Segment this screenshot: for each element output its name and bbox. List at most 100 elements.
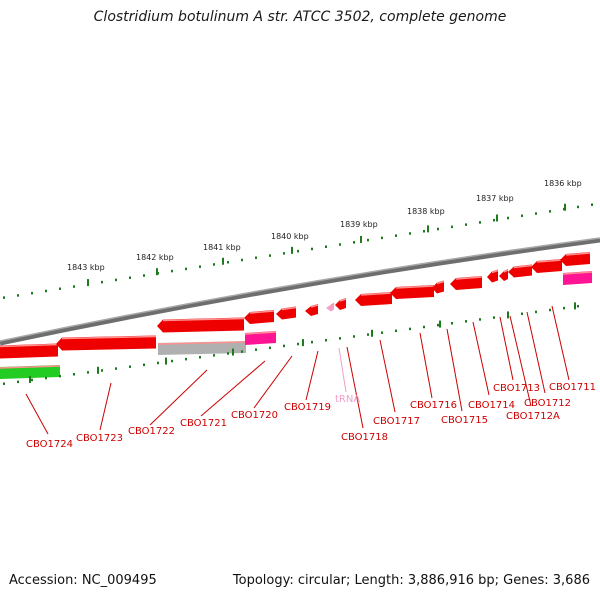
minor-tick [255, 348, 257, 351]
major-tick [507, 311, 509, 319]
major-tick [232, 348, 234, 356]
minor-tick [451, 225, 453, 229]
scale-label: 1842 kbp [136, 253, 174, 262]
gene-cbo1718 [335, 298, 347, 310]
major-tick [564, 203, 566, 211]
minor-tick [367, 333, 369, 336]
minor-tick [297, 342, 299, 346]
minor-tick [395, 329, 397, 333]
minor-tick [31, 378, 33, 382]
minor-tick [521, 214, 523, 218]
minor-tick [3, 382, 5, 385]
scale-label: 1840 kbp [271, 232, 309, 241]
minor-tick [101, 369, 103, 372]
accession-text: Accession: NC_009495 [9, 573, 157, 588]
scale-label: 1837 kbp [476, 194, 514, 203]
minor-tick [269, 346, 271, 350]
minor-tick [325, 245, 327, 248]
minor-tick [339, 243, 341, 246]
gene-cbo1722 [157, 317, 245, 333]
major-tick [427, 225, 429, 233]
leader-line [499, 316, 514, 381]
gene-cbo1719 [305, 304, 319, 316]
gene-label: CBO1718 [341, 432, 388, 443]
major-tick [360, 235, 362, 243]
leader-line [346, 346, 364, 429]
scale-label: 1838 kbp [407, 207, 445, 216]
gene-cbo1715 [432, 280, 445, 294]
minor-tick [73, 373, 75, 376]
major-tick [371, 329, 373, 337]
minor-tick [465, 320, 467, 323]
minor-tick [101, 280, 103, 284]
leader-line [551, 305, 570, 381]
minor-tick [185, 267, 187, 271]
minor-tick [143, 363, 145, 367]
minor-tick [311, 340, 313, 344]
minor-tick [479, 318, 481, 321]
minor-tick [451, 321, 453, 325]
minor-tick [283, 344, 285, 348]
backbone-line [0, 237, 600, 346]
minor-tick [507, 216, 509, 220]
minor-tick [87, 371, 89, 374]
major-tick [574, 302, 576, 310]
minor-tick [591, 203, 593, 206]
minor-tick [171, 359, 173, 363]
scale-label: 1841 kbp [203, 243, 241, 252]
minor-tick [409, 232, 411, 235]
major-tick [291, 246, 293, 254]
major-tick [496, 214, 498, 222]
minor-tick [297, 249, 299, 253]
gene-cbo1720 [276, 306, 297, 320]
scale-label: 1836 kbp [544, 179, 582, 188]
minor-tick [227, 352, 229, 355]
minor-tick [3, 296, 5, 299]
minor-tick [227, 260, 229, 264]
gene-cbo1716 [390, 285, 435, 299]
gene-label: CBO1716 [410, 400, 457, 411]
minor-tick [521, 312, 523, 316]
minor-tick [311, 247, 313, 251]
gene-label: CBO1722 [128, 426, 175, 437]
gene-label: CBO1724 [26, 439, 73, 450]
genome-title: Clostridium botulinum A str. ATCC 3502, … [93, 9, 507, 25]
backbone-highlight [0, 237, 600, 342]
gene-cbo1717 [355, 292, 393, 306]
major-tick [165, 357, 167, 365]
minor-tick [255, 256, 257, 260]
leader-line [419, 332, 433, 399]
minor-tick [423, 230, 425, 233]
minor-tick [115, 278, 117, 282]
minor-tick [241, 258, 243, 262]
minor-tick [199, 265, 201, 268]
minor-tick [339, 337, 341, 340]
major-tick [222, 257, 224, 265]
highlight-gene-feature [244, 331, 277, 345]
minor-tick [157, 361, 159, 365]
minor-tick [59, 287, 61, 291]
gene-cbo1711 [531, 259, 563, 273]
pseudogene-feature [157, 341, 247, 355]
minor-tick [59, 374, 61, 378]
gene-label: tRNA [335, 394, 360, 405]
minor-tick [549, 210, 551, 213]
major-tick [156, 268, 158, 276]
minor-tick [381, 236, 383, 240]
highlight-gene-feature-right [562, 271, 593, 285]
minor-tick [17, 380, 19, 384]
minor-tick [129, 365, 131, 368]
gene-cbo1713 [487, 269, 499, 283]
gene-label: CBO1723 [76, 433, 123, 444]
major-tick [439, 320, 441, 328]
minor-tick [437, 323, 439, 327]
minor-tick [241, 350, 243, 353]
minor-tick [479, 221, 481, 224]
gene-label: CBO1712A [506, 411, 560, 422]
gene-cbo1712A [499, 269, 509, 281]
gene-cbo1714 [450, 276, 483, 290]
major-tick [87, 279, 89, 287]
gene-label: CBO1719 [284, 402, 331, 413]
